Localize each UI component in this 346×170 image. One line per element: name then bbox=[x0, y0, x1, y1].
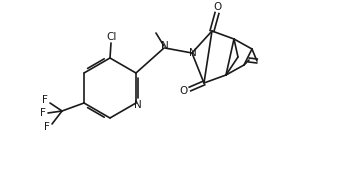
Text: O: O bbox=[214, 2, 222, 12]
Text: F: F bbox=[42, 95, 48, 105]
Text: N: N bbox=[161, 41, 169, 51]
Text: F: F bbox=[44, 122, 50, 132]
Text: Cl: Cl bbox=[107, 32, 117, 42]
Text: N: N bbox=[189, 48, 197, 58]
Text: F: F bbox=[40, 108, 46, 118]
Text: O: O bbox=[180, 86, 188, 96]
Text: N: N bbox=[134, 100, 142, 110]
